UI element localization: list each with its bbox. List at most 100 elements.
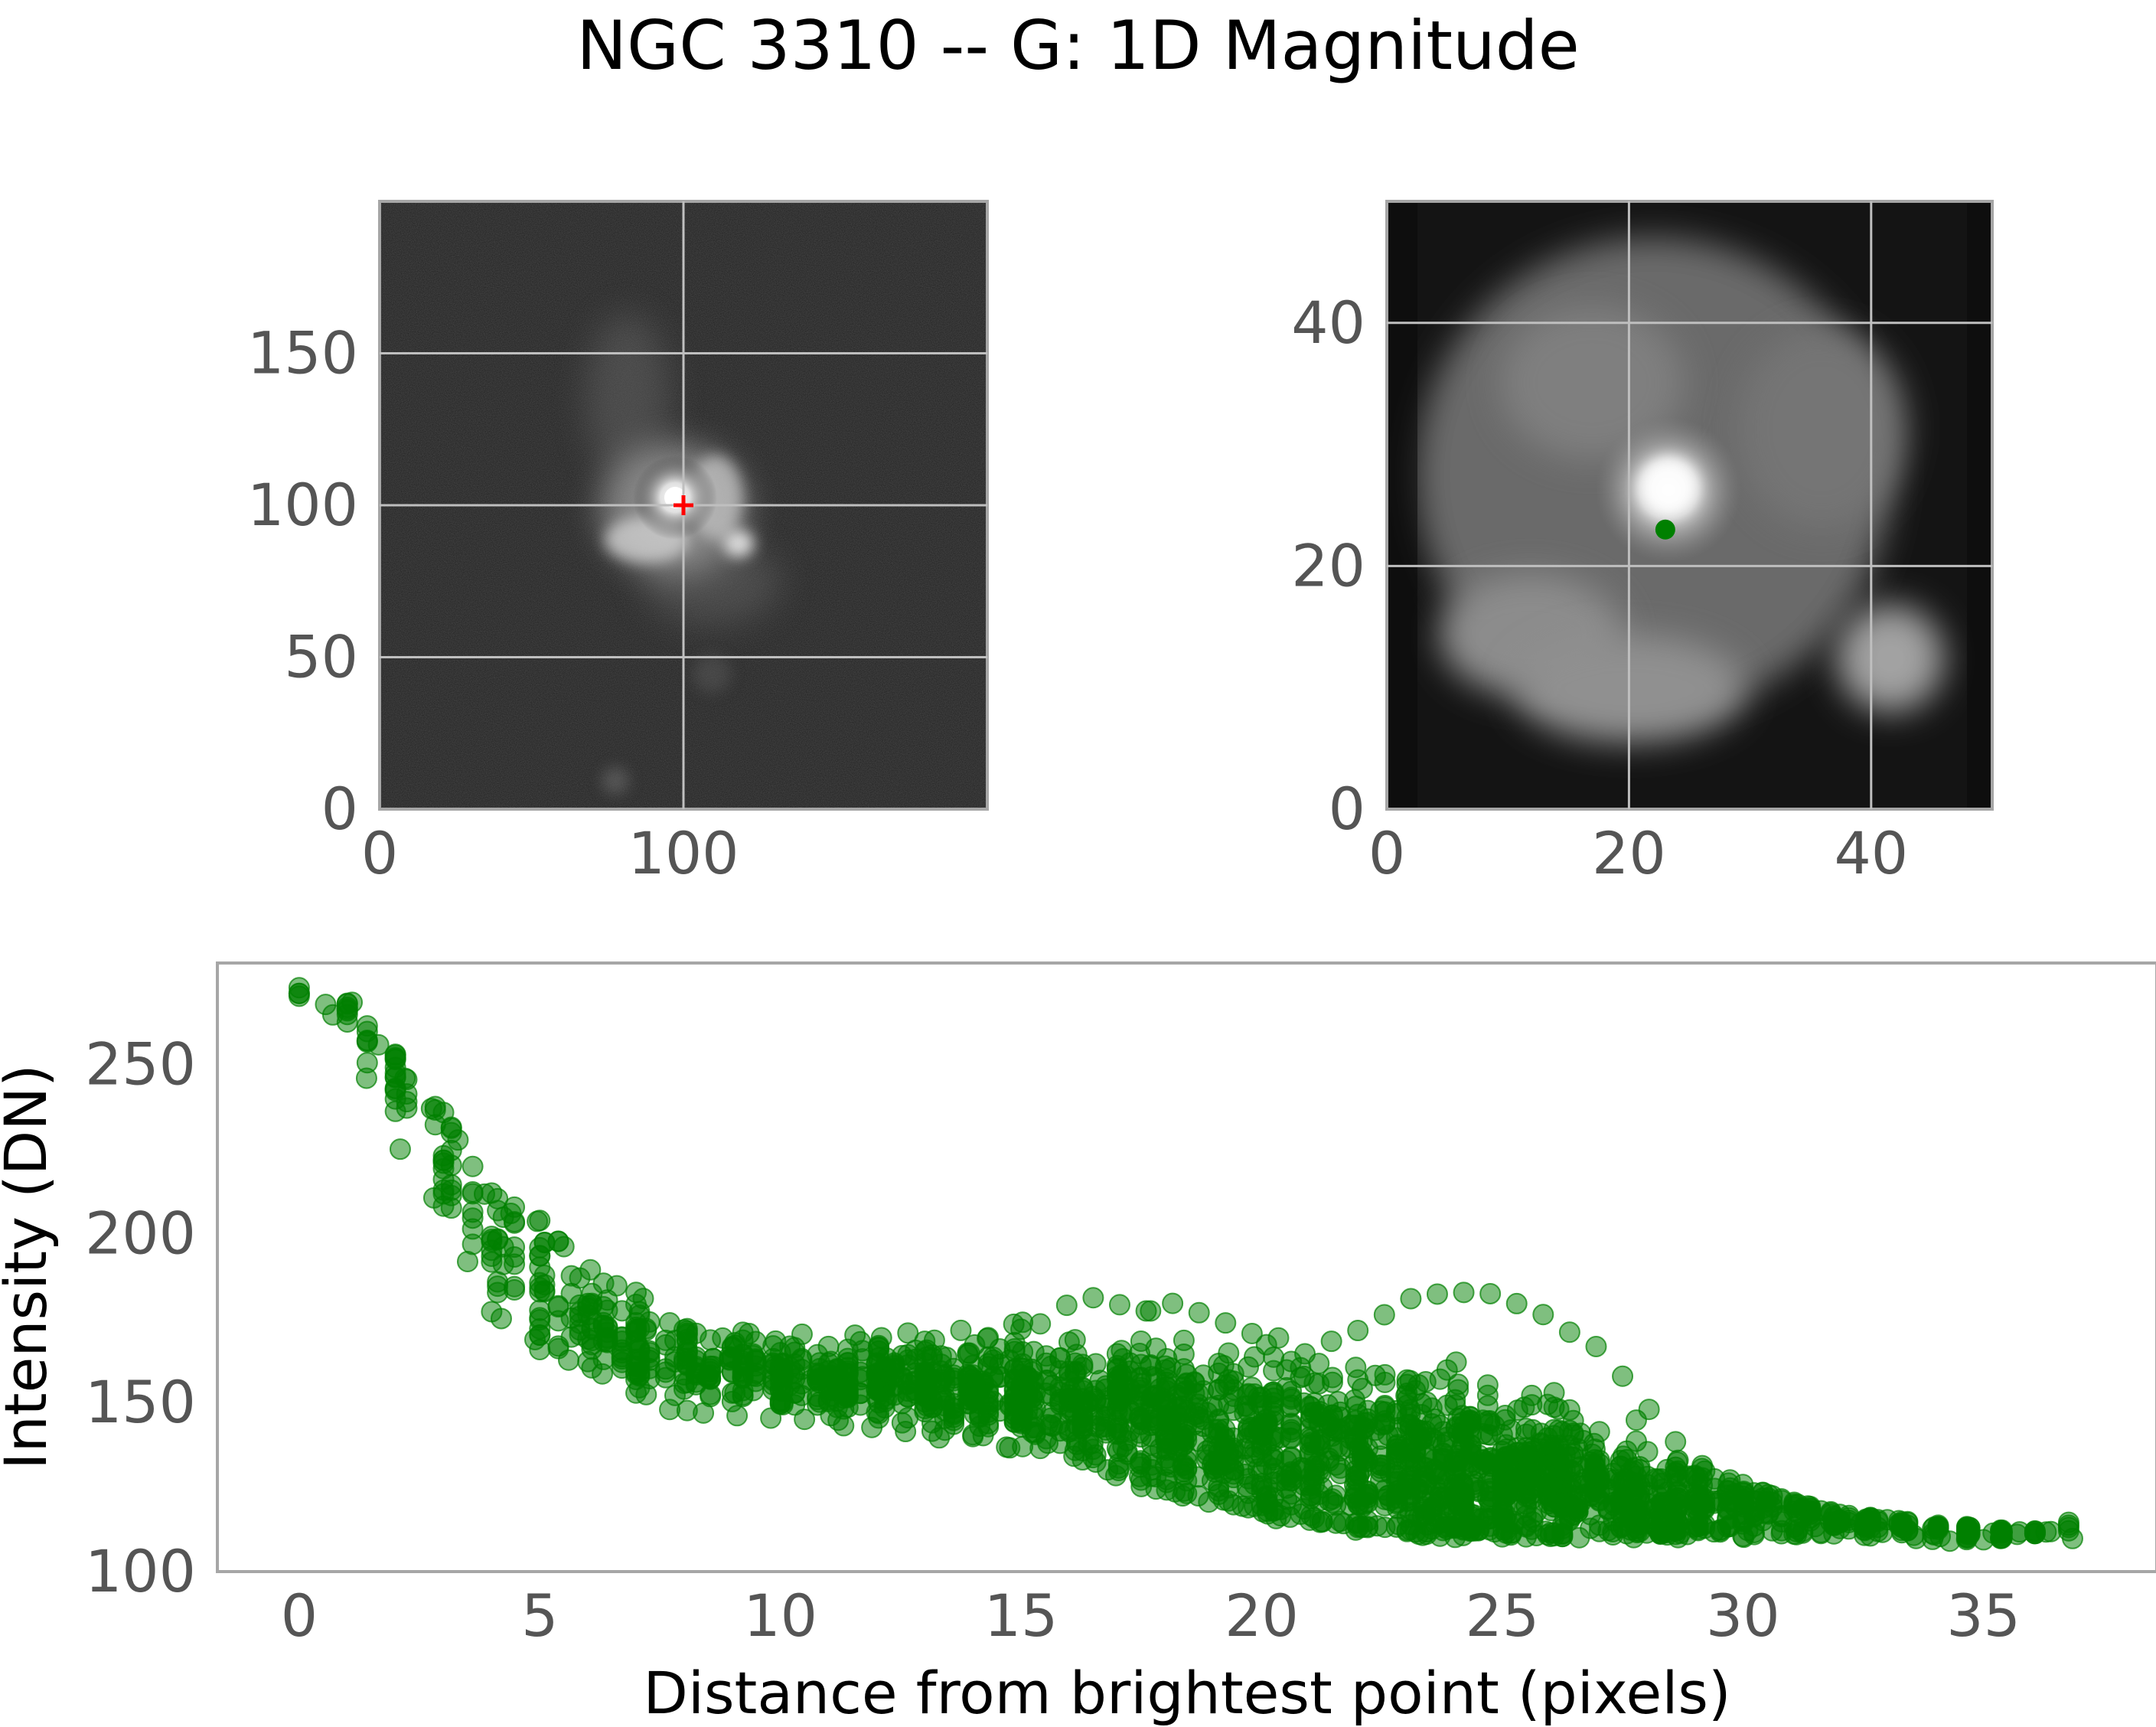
scatter-point	[1568, 1526, 1590, 1549]
scatter-point	[625, 1382, 647, 1404]
scatter-point	[1172, 1425, 1194, 1448]
scatter-point	[592, 1296, 615, 1318]
scatter-point	[1023, 1340, 1045, 1363]
scatter-point	[870, 1327, 892, 1349]
scatter-point	[1584, 1460, 1606, 1482]
scatter-point	[654, 1361, 677, 1383]
scatter-point	[1347, 1320, 1369, 1342]
scatter-point	[1348, 1463, 1370, 1485]
scatter-point	[1280, 1483, 1303, 1505]
figure-title: NGC 3310 -- G: 1D Magnitude	[576, 6, 1580, 85]
scatter-point	[1562, 1409, 1584, 1432]
scatter-point	[1972, 1529, 1995, 1551]
scatter-point	[462, 1207, 484, 1229]
scatter-point	[1236, 1476, 1258, 1498]
scatter-point	[440, 1174, 462, 1196]
scatter-point	[1429, 1368, 1451, 1390]
scatter-point	[1905, 1527, 1927, 1549]
scatter-point	[1263, 1471, 1285, 1494]
brightest-point-dot	[1655, 519, 1675, 540]
x-tick-label: 0	[361, 819, 398, 887]
scatter-point	[367, 1033, 390, 1056]
scatter-point	[1016, 1382, 1039, 1404]
scatter-point	[1567, 1497, 1589, 1520]
scatter-point	[1743, 1490, 1766, 1512]
scatter-point	[1198, 1491, 1220, 1513]
y-tick-label: 0	[321, 775, 358, 843]
scatter-point	[1426, 1283, 1448, 1305]
scatter-point	[1173, 1329, 1195, 1351]
scatter-point	[1717, 1472, 1740, 1494]
scatter-point	[560, 1265, 582, 1287]
scatter-point	[1309, 1403, 1331, 1425]
scatter-point	[1424, 1460, 1446, 1482]
scatter-point	[930, 1386, 952, 1408]
scatter-point	[1472, 1453, 1494, 1475]
scatter-point	[1222, 1443, 1244, 1465]
y-tick-label: 200	[85, 1199, 196, 1267]
scatter-point	[1373, 1304, 1395, 1326]
scatter-point	[1797, 1495, 1819, 1517]
zoomed-core-panel: 0 20 40 0 20 40	[1291, 200, 1994, 887]
scatter-point	[1116, 1430, 1138, 1452]
scatter-point	[664, 1346, 686, 1368]
x-tick-label: 20	[1592, 819, 1666, 887]
scatter-point	[1196, 1440, 1218, 1462]
scatter-point	[732, 1343, 754, 1365]
scatter-point	[394, 1067, 416, 1089]
scatter-point	[1364, 1419, 1386, 1441]
scatter-point	[625, 1321, 647, 1343]
scatter-point	[396, 1091, 418, 1113]
scatter-point	[1453, 1414, 1476, 1436]
scatter-point	[1108, 1294, 1130, 1316]
full-galaxy-ticks: 0 100 0 50 100 150	[247, 319, 739, 888]
scatter-point	[1029, 1313, 1052, 1335]
scatter-point	[1192, 1415, 1215, 1438]
scatter-point	[355, 1067, 377, 1089]
scatter-point	[1241, 1323, 1263, 1345]
scatter-point	[432, 1144, 455, 1167]
scatter-point	[700, 1383, 722, 1405]
scatter-point	[605, 1275, 628, 1297]
scatter-point	[1299, 1509, 1321, 1531]
scatter-point	[844, 1324, 866, 1347]
scatter-point	[529, 1245, 551, 1267]
scatter-point	[1238, 1356, 1260, 1378]
scatter-point	[1770, 1488, 1792, 1510]
scatter-point	[1364, 1364, 1386, 1386]
x-tick-label: 0	[281, 1582, 318, 1650]
scatter-point	[1703, 1521, 1725, 1543]
scatter-point	[1691, 1458, 1713, 1480]
scatter-point	[817, 1390, 840, 1412]
scatter-point	[632, 1288, 654, 1310]
scatter-point	[1717, 1507, 1739, 1529]
scatter-point	[384, 1046, 406, 1069]
scatter-point	[1416, 1391, 1438, 1413]
scatter-point	[1597, 1498, 1619, 1520]
scatter-point	[794, 1409, 816, 1431]
scatter-point	[883, 1384, 905, 1406]
scatter-point	[760, 1407, 782, 1429]
scatter-point	[524, 1328, 546, 1350]
full-galaxy-panel: 0 100 0 50 100 150	[247, 200, 989, 888]
scatter-point	[1585, 1335, 1607, 1357]
scatter-point	[969, 1392, 991, 1415]
y-tick-label: 100	[85, 1537, 196, 1605]
scatter-point	[611, 1342, 633, 1364]
scatter-point	[1215, 1312, 1237, 1334]
scatter-point	[1145, 1366, 1167, 1389]
scatter-point	[1377, 1484, 1399, 1507]
scatter-point	[837, 1360, 859, 1383]
scatter-point	[1669, 1522, 1691, 1544]
scatter-point	[1345, 1356, 1367, 1379]
scatter-point	[1476, 1374, 1499, 1396]
scatter-point	[420, 1098, 442, 1120]
scatter-point	[1082, 1287, 1104, 1309]
scatter-point	[1263, 1387, 1285, 1409]
y-tick-label: 100	[247, 471, 358, 539]
scatter-point	[1625, 1430, 1647, 1452]
scatter-point	[1063, 1445, 1085, 1467]
scatter-point	[977, 1327, 999, 1350]
scatter-point	[1064, 1363, 1086, 1385]
